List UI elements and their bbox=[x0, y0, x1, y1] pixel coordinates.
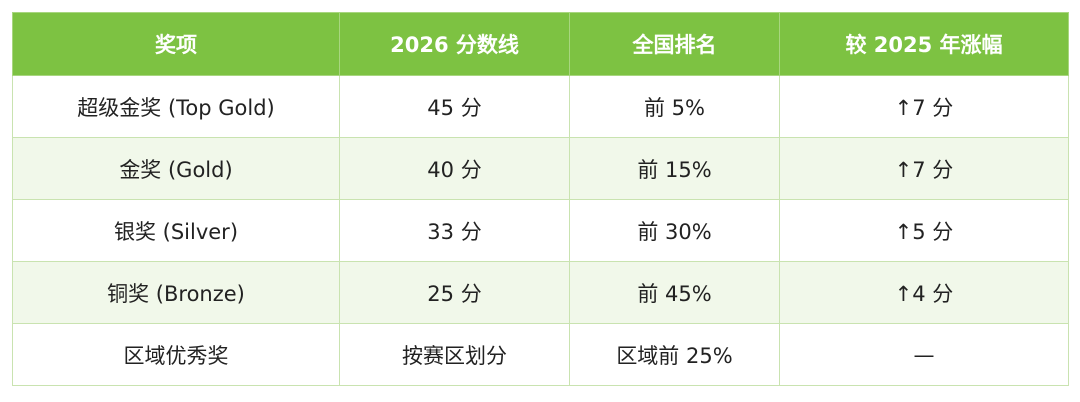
table-row: 金奖 (Gold) 40 分前 15% ↑7 分 bbox=[12, 137, 1069, 200]
table-row: 铜奖 (Bronze) 25 分前 45% ↑4 分 bbox=[12, 261, 1069, 324]
header-cell: 较 2025 年涨幅 bbox=[779, 12, 1069, 76]
table-cell: 铜奖 (Bronze) bbox=[12, 261, 340, 324]
table-cell: 前 45% bbox=[569, 261, 780, 324]
table-cell: ↑5 分 bbox=[779, 199, 1069, 262]
table-row: 银奖 (Silver) 33 分前 30% ↑5 分 bbox=[12, 199, 1069, 262]
header-cell: 全国排名 bbox=[569, 12, 780, 76]
table-cell: 按赛区划分 bbox=[339, 323, 570, 386]
table-cell: 45 分 bbox=[339, 75, 570, 138]
table-cell: 银奖 (Silver) bbox=[12, 199, 340, 262]
table-cell: 金奖 (Gold) bbox=[12, 137, 340, 200]
table-row: 区域优秀奖 按赛区划分 区域前 25% — bbox=[12, 323, 1069, 386]
table-cell: 区域前 25% bbox=[569, 323, 780, 386]
table-cell: 前 15% bbox=[569, 137, 780, 200]
award-table: 奖项 2026 分数线 全国排名较 2025 年涨幅 超级金奖 (Top Gold)… bbox=[12, 12, 1069, 386]
table-cell: — bbox=[779, 323, 1069, 386]
table-body: 超级金奖 (Top Gold) 45 分前 5% ↑7 分金奖 (Gold) 40 分… bbox=[12, 75, 1069, 386]
header-row: 奖项 2026 分数线 全国排名较 2025 年涨幅 bbox=[12, 12, 1069, 76]
table-cell: 前 5% bbox=[569, 75, 780, 138]
table-container: 奖项 2026 分数线 全国排名较 2025 年涨幅 超级金奖 (Top Gold)… bbox=[12, 12, 1069, 386]
table-cell: 33 分 bbox=[339, 199, 570, 262]
header-cell: 奖项 bbox=[12, 12, 340, 76]
table-row: 超级金奖 (Top Gold) 45 分前 5% ↑7 分 bbox=[12, 75, 1069, 138]
table-cell: ↑7 分 bbox=[779, 137, 1069, 200]
table-cell: 前 30% bbox=[569, 199, 780, 262]
table-cell: 区域优秀奖 bbox=[12, 323, 340, 386]
table-cell: 40 分 bbox=[339, 137, 570, 200]
table-cell: ↑7 分 bbox=[779, 75, 1069, 138]
table-cell: 超级金奖 (Top Gold) bbox=[12, 75, 340, 138]
table-cell: 25 分 bbox=[339, 261, 570, 324]
table-cell: ↑4 分 bbox=[779, 261, 1069, 324]
header-cell: 2026 分数线 bbox=[339, 12, 570, 76]
